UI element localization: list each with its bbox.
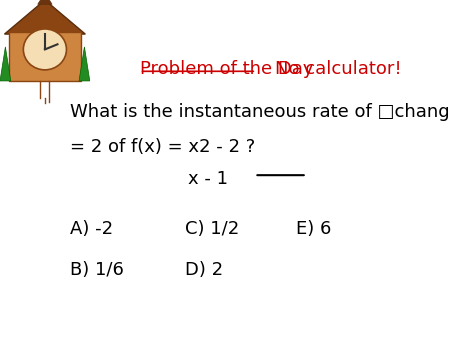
Polygon shape	[0, 47, 11, 81]
Polygon shape	[4, 0, 85, 34]
Polygon shape	[38, 0, 52, 4]
Text: No calculator!: No calculator!	[275, 60, 402, 78]
Text: B) 1/6: B) 1/6	[70, 261, 124, 279]
Circle shape	[23, 29, 66, 70]
FancyBboxPatch shape	[9, 32, 81, 81]
Text: Problem of the Day: Problem of the Day	[140, 60, 313, 78]
Text: x - 1: x - 1	[189, 170, 229, 188]
Text: = 2 of f(x) = x2 - 2 ?: = 2 of f(x) = x2 - 2 ?	[70, 138, 255, 156]
Text: What is the instantaneous rate of □change at x: What is the instantaneous rate of □chang…	[70, 103, 449, 121]
Text: A) -2: A) -2	[70, 220, 113, 238]
Text: D) 2: D) 2	[185, 261, 223, 279]
Text: C) 1/2: C) 1/2	[185, 220, 239, 238]
Text: E) 6: E) 6	[296, 220, 332, 238]
Polygon shape	[79, 47, 90, 81]
Circle shape	[39, 103, 51, 115]
